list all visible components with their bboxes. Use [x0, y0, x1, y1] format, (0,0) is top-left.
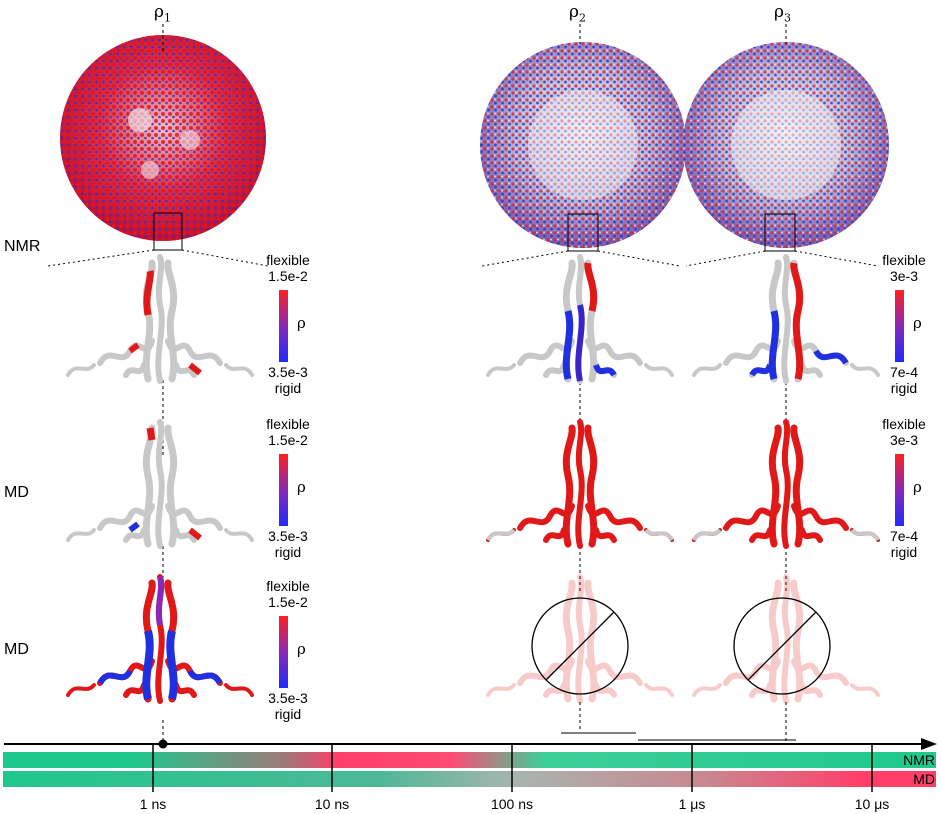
legend-bottom-label: rigid: [890, 380, 918, 396]
legend-min-value: 3.5e-3: [268, 364, 308, 380]
legend-max-value: 1.5e-2: [268, 268, 308, 284]
legend-nmr-right: flexible 3e-3 ρ 7e-4 rigid: [869, 252, 939, 402]
capsid-rho3: [683, 42, 889, 252]
column-header-rho1: ρ1: [154, 2, 171, 25]
legend-min-value: 3.5e-3: [268, 690, 308, 706]
nmr-timescale-bar: [3, 752, 936, 768]
zoom-lines: [47, 249, 879, 267]
legend-min-value: 3.5e-3: [268, 528, 308, 544]
protein-md1-rho3: [694, 422, 878, 546]
timescale-bar-label-nmr: NMR: [903, 752, 935, 768]
timescale-tick-1us: 1 μs: [678, 796, 706, 812]
legend-min-value: 7e-4: [889, 528, 919, 544]
legend-max-value: 3e-3: [889, 268, 919, 284]
legend-bottom-label: rigid: [274, 706, 302, 722]
protein-md1-rho2: [488, 422, 672, 546]
md-timescale-bar: [3, 771, 936, 787]
timescale-tick-10ns: 10 ns: [314, 796, 350, 812]
legend-bottom-label: rigid: [274, 380, 302, 396]
protein-md2-rho3-faded: [694, 577, 878, 701]
legend-top-label: flexible: [266, 578, 310, 594]
protein-nmr-rho3: [694, 257, 878, 381]
timescale-tick-100ns: 100 ns: [490, 796, 534, 812]
timescale-bar-label-md: MD: [913, 771, 935, 787]
timescale-tick-1ns: 1 ns: [139, 796, 167, 812]
legend-rho-symbol: ρ: [913, 314, 922, 332]
not-available-icon-rho2: [531, 597, 629, 695]
legend-md-right: flexible 3e-3 ρ 7e-4 rigid: [869, 416, 939, 566]
protein-nmr-rho2: [488, 257, 672, 381]
legend-max-value: 1.5e-2: [268, 594, 308, 610]
protein-md2-rho1: [68, 577, 252, 701]
legend-top-label: flexible: [882, 252, 926, 268]
timescale-tick-10us: 10 μs: [854, 796, 890, 812]
legend-max-value: 1.5e-2: [268, 432, 308, 448]
capsid-rho2: [480, 42, 686, 252]
legend-nmr-left: flexible 1.5e-2 ρ 3.5e-3 rigid: [253, 252, 323, 402]
protein-nmr-rho1: [68, 257, 252, 381]
row-label-md-1: MD: [4, 484, 29, 501]
legend-md1-left: flexible 1.5e-2 ρ 3.5e-3 rigid: [253, 416, 323, 566]
column-header-rho3: ρ3: [774, 2, 791, 25]
row-label-md-2: MD: [4, 641, 29, 658]
column-header-rho2: ρ2: [569, 2, 586, 25]
legend-min-value: 7e-4: [889, 364, 919, 380]
legend-rho-symbol: ρ: [297, 314, 306, 332]
legend-md2-left: flexible 1.5e-2 ρ 3.5e-3 rigid: [253, 578, 323, 728]
legend-bottom-label: rigid: [274, 544, 302, 560]
legend-top-label: flexible: [266, 416, 310, 432]
capsid-rho1: [60, 35, 266, 251]
row-label-nmr: NMR: [4, 238, 41, 255]
legend-top-label: flexible: [266, 252, 310, 268]
legend-max-value: 3e-3: [889, 432, 919, 448]
legend-bottom-label: rigid: [890, 544, 918, 560]
legend-rho-symbol: ρ: [913, 478, 922, 496]
timescale-axis: [3, 738, 937, 792]
legend-rho-symbol: ρ: [297, 478, 306, 496]
legend-rho-symbol: ρ: [297, 640, 306, 658]
range-brackets: [561, 732, 796, 741]
legend-top-label: flexible: [882, 416, 926, 432]
not-available-icon-rho3: [733, 597, 831, 695]
protein-md2-rho2-faded: [488, 577, 672, 701]
protein-md1-rho1: [68, 422, 252, 546]
